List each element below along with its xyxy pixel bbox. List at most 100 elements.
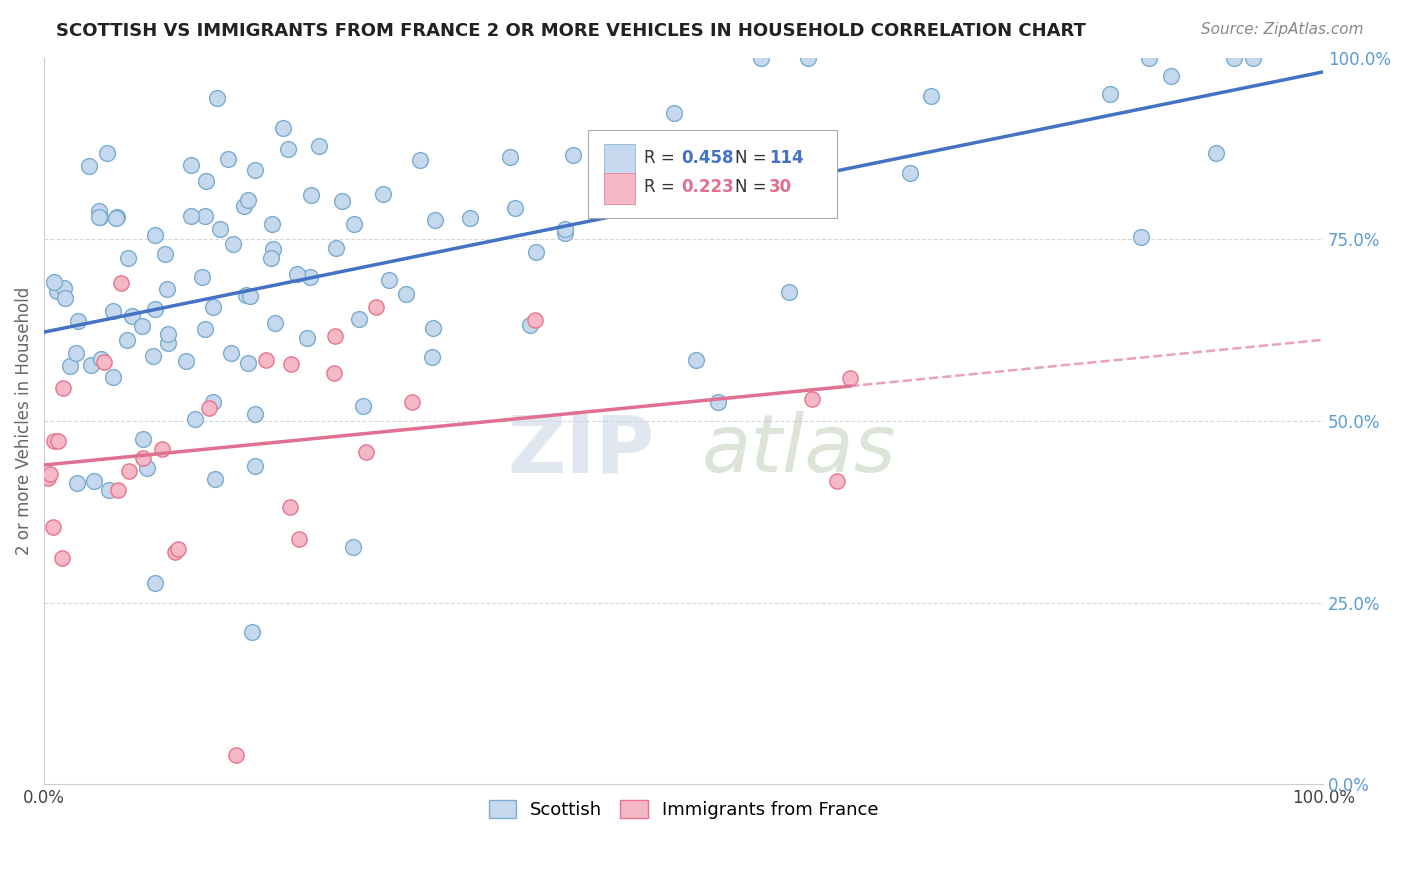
Point <box>101 304 124 318</box>
Point <box>66 475 89 490</box>
Text: SCOTTISH VS IMMIGRANTS FROM FRANCE 2 OR MORE VEHICLES IN HOUSEHOLD CORRELATION C: SCOTTISH VS IMMIGRANTS FROM FRANCE 2 OR … <box>56 22 1085 40</box>
Point <box>371 186 394 201</box>
Point <box>41 520 63 534</box>
Point <box>131 319 153 334</box>
Point <box>519 318 541 332</box>
Point <box>554 222 576 236</box>
Point <box>280 357 302 371</box>
Point <box>778 285 800 300</box>
Point <box>96 146 118 161</box>
Point <box>717 188 740 202</box>
Point <box>920 88 942 103</box>
Point <box>157 335 180 350</box>
Point <box>325 328 347 343</box>
Point <box>238 289 260 303</box>
Point <box>39 467 62 481</box>
Point <box>79 159 101 173</box>
Point <box>409 153 432 167</box>
Point <box>221 237 243 252</box>
Point <box>165 545 187 559</box>
Point <box>524 312 547 326</box>
Point <box>797 51 820 65</box>
Point <box>51 551 73 566</box>
Point <box>104 211 127 225</box>
Point <box>278 500 301 514</box>
Point <box>52 381 75 395</box>
Point <box>115 333 138 347</box>
Point <box>288 532 311 546</box>
Point <box>59 359 82 373</box>
Point <box>101 370 124 384</box>
Point <box>378 273 401 287</box>
Point <box>107 483 129 497</box>
Point <box>422 321 444 335</box>
Point <box>46 434 69 449</box>
Point <box>236 193 259 207</box>
Point <box>89 204 111 219</box>
Point <box>524 245 547 260</box>
Text: 0.223: 0.223 <box>681 178 734 196</box>
Point <box>202 394 225 409</box>
Point <box>256 353 278 368</box>
Text: N =: N = <box>735 149 772 167</box>
Point <box>236 356 259 370</box>
Point <box>262 217 284 231</box>
Point <box>285 268 308 282</box>
Point <box>118 464 141 478</box>
Point <box>44 275 66 289</box>
Point <box>825 474 848 488</box>
Point <box>150 442 173 457</box>
Point <box>156 283 179 297</box>
Text: atlas: atlas <box>702 411 896 489</box>
Point <box>747 145 769 160</box>
Point <box>66 313 89 327</box>
Point <box>605 133 627 147</box>
Text: N =: N = <box>735 178 772 196</box>
Point <box>498 150 520 164</box>
Point <box>342 540 364 554</box>
Point <box>1205 145 1227 160</box>
Point <box>208 221 231 235</box>
Point <box>45 284 67 298</box>
FancyBboxPatch shape <box>588 130 837 218</box>
Point <box>749 51 772 65</box>
Point <box>243 162 266 177</box>
Point <box>201 300 224 314</box>
Point <box>191 269 214 284</box>
Point <box>343 217 366 231</box>
Point <box>898 166 921 180</box>
Point <box>1129 229 1152 244</box>
Point <box>1137 51 1160 65</box>
FancyBboxPatch shape <box>605 173 636 203</box>
Point <box>217 152 239 166</box>
Point <box>174 354 197 368</box>
Y-axis label: 2 or more Vehicles in Household: 2 or more Vehicles in Household <box>15 287 32 555</box>
Point <box>207 91 229 105</box>
Point <box>153 247 176 261</box>
Point <box>83 474 105 488</box>
Text: 30: 30 <box>769 178 793 196</box>
Point <box>53 291 76 305</box>
Point <box>167 541 190 556</box>
Point <box>264 316 287 330</box>
Point <box>245 407 267 421</box>
Point <box>325 241 347 255</box>
Point <box>688 190 710 204</box>
Point <box>308 138 330 153</box>
Point <box>219 346 242 360</box>
Point <box>366 300 388 314</box>
Point <box>42 434 65 448</box>
Text: Source: ZipAtlas.com: Source: ZipAtlas.com <box>1201 22 1364 37</box>
Point <box>276 142 298 156</box>
Point <box>233 198 256 212</box>
Point <box>706 395 728 409</box>
Point <box>460 211 482 225</box>
Point <box>790 190 813 204</box>
Point <box>685 353 707 368</box>
Point <box>117 251 139 265</box>
Point <box>423 212 446 227</box>
Point <box>838 371 860 385</box>
Point <box>295 331 318 345</box>
Point <box>240 625 263 640</box>
Point <box>299 269 322 284</box>
